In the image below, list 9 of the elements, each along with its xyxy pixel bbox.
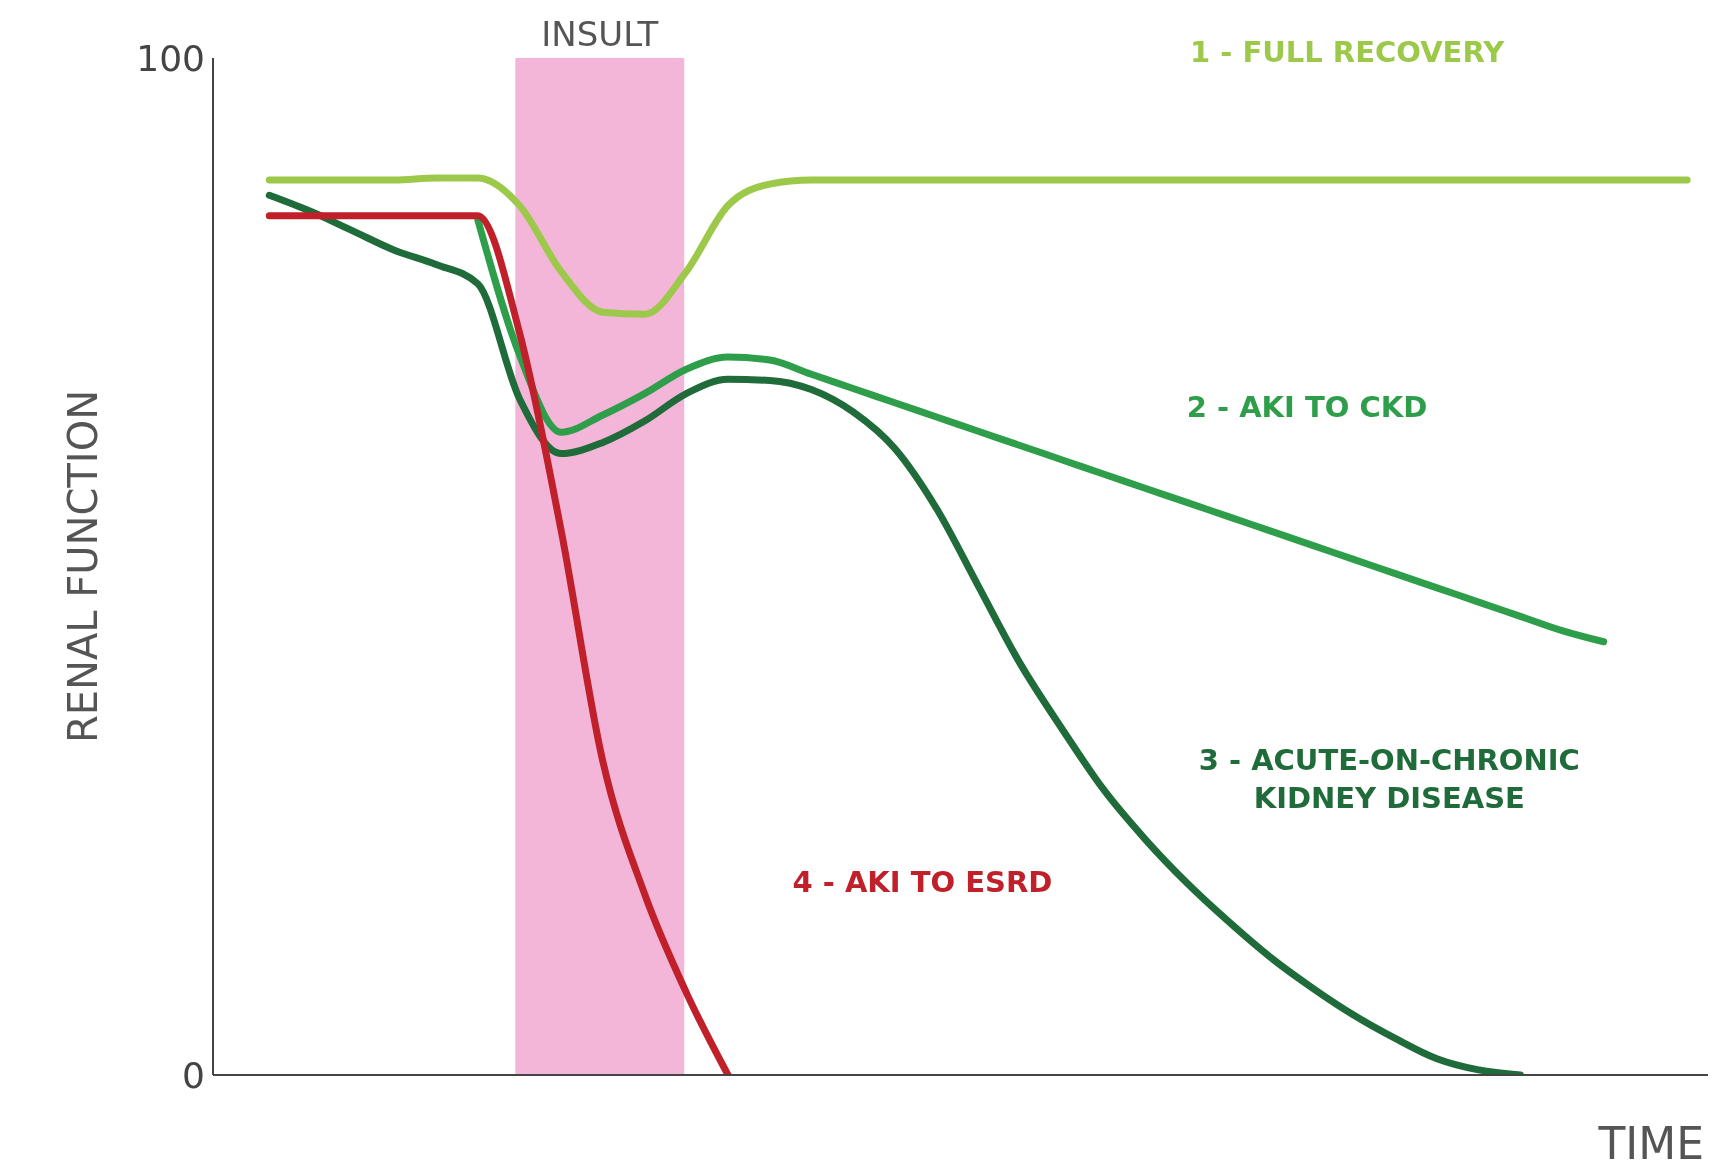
text: 2 - AKI TO CKD — [1186, 390, 1428, 425]
y-tick-label: 100 — [136, 37, 205, 79]
y-tick-label: 0 — [182, 1054, 205, 1096]
x-axis-title: TIME — [1597, 1118, 1704, 1169]
series-label: 3 - ACUTE-ON-CHRONIC KIDNEY DISEASE — [1198, 743, 1580, 815]
text: INSULT — [541, 14, 659, 54]
text: 1 - FULL RECOVERY — [1190, 34, 1506, 69]
text: 4 - AKI TO ESRD — [792, 864, 1053, 899]
y-axis-title: RENAL FUNCTION — [60, 389, 107, 744]
